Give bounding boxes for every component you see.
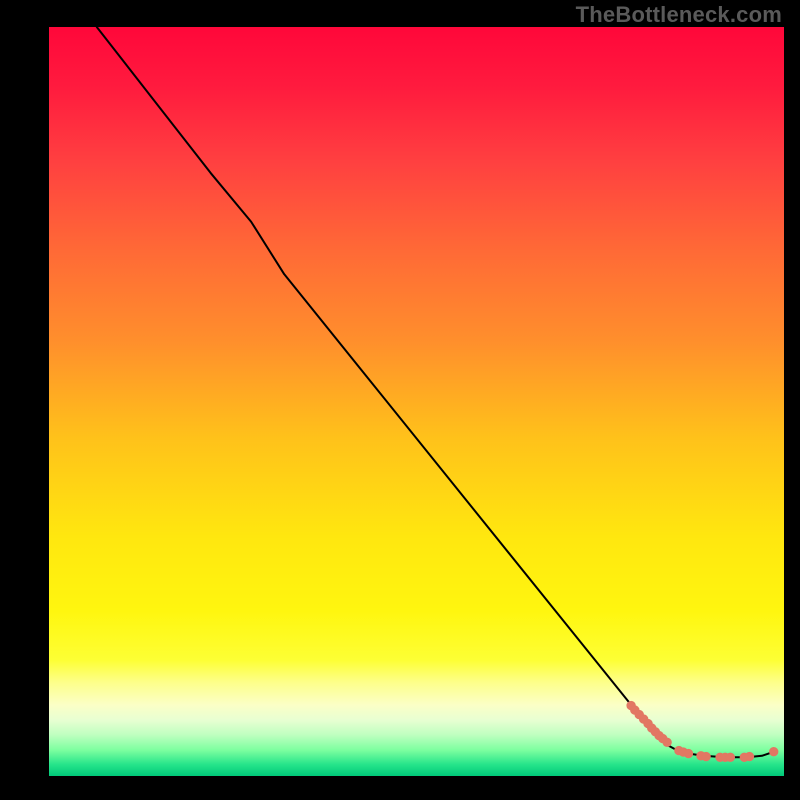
chart-svg xyxy=(49,27,784,776)
data-marker xyxy=(702,752,710,760)
data-marker xyxy=(745,752,753,760)
chart-frame: TheBottleneck.com xyxy=(0,0,800,800)
data-marker xyxy=(726,753,734,761)
data-marker xyxy=(684,749,692,757)
data-marker xyxy=(770,747,778,755)
plot-area xyxy=(49,27,784,776)
gradient-background xyxy=(49,27,784,776)
watermark-label: TheBottleneck.com xyxy=(576,2,782,28)
data-marker xyxy=(663,738,671,746)
